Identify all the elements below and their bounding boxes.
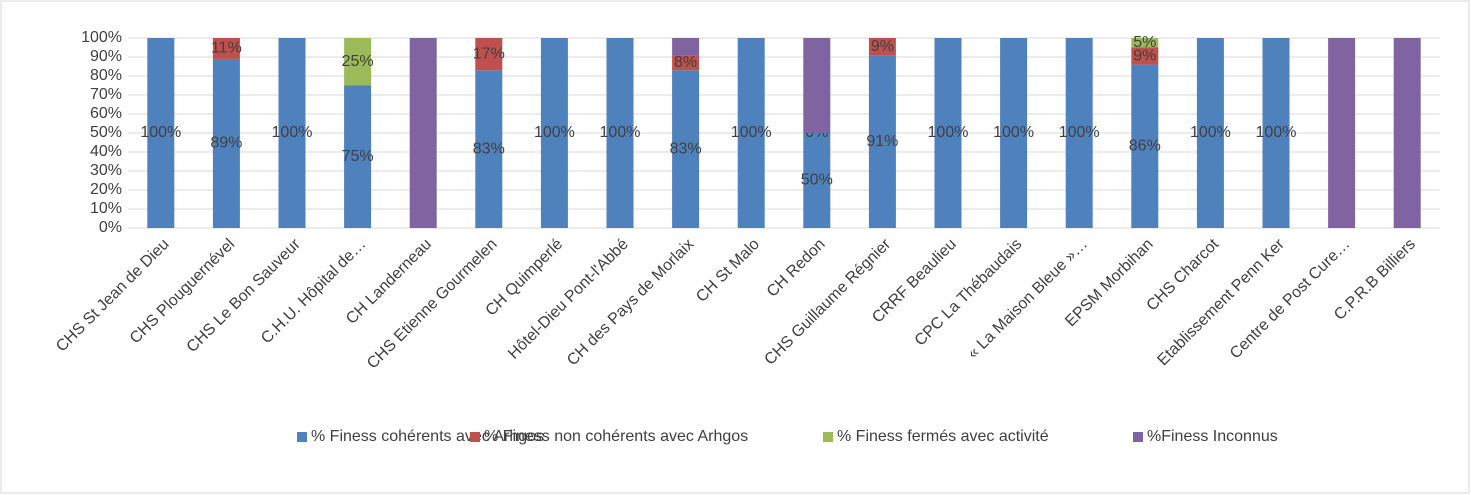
- legend-swatch: [823, 432, 833, 442]
- data-label: 17%: [473, 45, 505, 62]
- bar-segment: [1262, 38, 1290, 228]
- bar-segment: [1131, 38, 1159, 48]
- bar-segment: [278, 38, 306, 228]
- bar-segment: [475, 70, 503, 228]
- x-tick-label: Hôtel-Dieu Pont-l'Abbé: [505, 236, 632, 363]
- legend-swatch: [1133, 432, 1143, 442]
- data-label: 100%: [731, 124, 772, 141]
- bar-segment: [803, 133, 831, 228]
- data-label: 5%: [1133, 34, 1156, 51]
- data-label: 8%: [674, 54, 697, 71]
- bar-segment: [934, 38, 962, 228]
- data-label: 100%: [1059, 124, 1100, 141]
- x-tick-label: Etablissement Penn Ker: [1154, 235, 1288, 369]
- bar-segment: [1393, 38, 1421, 228]
- x-tick-label: « La Maison Bleue »…: [965, 236, 1091, 362]
- data-label: 100%: [928, 124, 969, 141]
- data-label: 25%: [342, 53, 374, 70]
- bar-segment: [212, 38, 240, 59]
- bar-segment: [1131, 64, 1159, 228]
- data-label: 9%: [1133, 47, 1156, 64]
- x-tick-label: CH Redon: [764, 236, 829, 301]
- data-label: 9%: [871, 38, 894, 55]
- y-tick-label: 80%: [90, 67, 122, 84]
- y-tick-label: 10%: [90, 200, 122, 217]
- legend-label: % Finess non cohérents avec Arhgos: [484, 428, 748, 445]
- bar-segment: [1131, 47, 1159, 65]
- bar-segment: [737, 38, 765, 228]
- bar-segment: [1065, 38, 1093, 228]
- bar-segment: [1000, 38, 1028, 228]
- data-label: 86%: [1129, 138, 1161, 155]
- bar-segment: [147, 38, 175, 228]
- data-label: 83%: [670, 140, 702, 157]
- data-label: 50%: [801, 172, 833, 189]
- y-tick-label: 70%: [90, 86, 122, 103]
- data-label: 75%: [342, 148, 374, 165]
- bar-segment: [672, 55, 700, 71]
- x-tick-label: CHS Etienne Gourmelen: [364, 236, 501, 373]
- data-label: 83%: [473, 140, 505, 157]
- y-tick-label: 20%: [90, 181, 122, 198]
- bar-segment: [606, 38, 634, 228]
- bar-segment: [672, 70, 700, 228]
- bar-segment: [540, 38, 568, 228]
- data-label: 100%: [600, 124, 641, 141]
- bar-segment: [803, 38, 831, 133]
- data-label: 100%: [534, 124, 575, 141]
- bar-segment: [868, 55, 896, 228]
- x-tick-label: Centre de Post Cure…: [1227, 236, 1353, 362]
- legend-swatch: [297, 432, 307, 442]
- data-label: 100%: [1256, 124, 1297, 141]
- data-label: 11%: [211, 40, 242, 57]
- bar-segment: [409, 38, 437, 228]
- x-tick-label: CHS St Jean de Dieu: [53, 236, 173, 356]
- bar-segment: [344, 38, 372, 86]
- bar-segment: [212, 58, 240, 229]
- data-label: 91%: [866, 133, 898, 150]
- bar-segment: [1328, 38, 1356, 228]
- data-label: 100%: [993, 124, 1034, 141]
- y-tick-label: 100%: [81, 29, 122, 46]
- data-label: 89%: [210, 135, 242, 152]
- x-tick-label: CHS Le Bon Sauveur: [184, 235, 305, 356]
- data-label: 100%: [272, 124, 313, 141]
- legend-label: %Finess Inconnus: [1147, 428, 1278, 445]
- y-tick-label: 60%: [90, 105, 122, 122]
- data-label: 100%: [140, 124, 181, 141]
- bar-segment: [475, 38, 503, 71]
- legend-label: % Finess fermés avec activité: [837, 428, 1049, 445]
- x-tick-label: CPC La Thébaudais: [912, 236, 1026, 350]
- bar-segment: [868, 38, 896, 56]
- x-tick-label: CH St Malo: [693, 236, 763, 306]
- legend-swatch: [470, 432, 480, 442]
- y-tick-label: 50%: [90, 124, 122, 141]
- y-tick-label: 40%: [90, 143, 122, 160]
- bar-segment: [1196, 38, 1224, 228]
- bar-segment: [672, 38, 700, 56]
- bar-segment: [344, 85, 372, 228]
- y-tick-label: 90%: [90, 48, 122, 65]
- y-tick-label: 0%: [99, 219, 122, 236]
- y-tick-label: 30%: [90, 162, 122, 179]
- x-tick-label: CHS Guillaume Régnier: [761, 235, 894, 368]
- legend-label: % Finess cohérents avec Arhgos: [311, 428, 544, 445]
- data-label: 100%: [1190, 124, 1231, 141]
- x-tick-label: CH des Pays de Morlaix: [564, 236, 697, 369]
